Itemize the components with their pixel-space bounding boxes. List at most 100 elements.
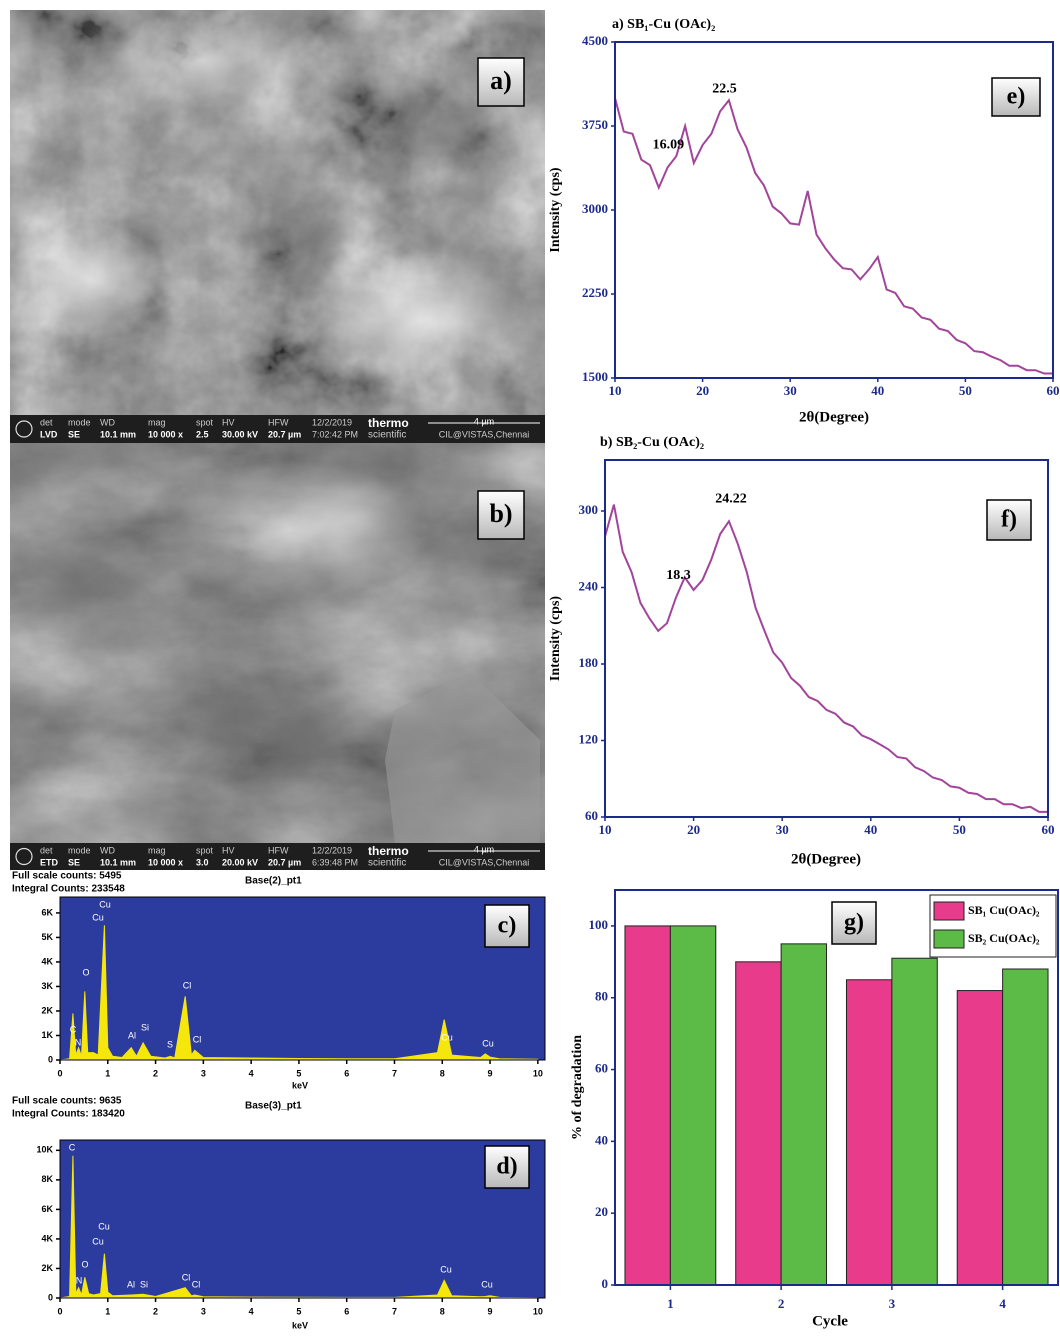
bar (845, 979, 893, 1286)
x-tick-label: 8 (440, 1068, 445, 1078)
y-tick-label: 2K (41, 1263, 53, 1273)
sem-highlight (310, 250, 530, 390)
y-tick-label: 4500 (582, 33, 608, 48)
info-header: HFW (268, 845, 289, 855)
info-header: mag (148, 845, 166, 855)
info-header: det (40, 417, 53, 427)
y-tick-label: 6K (41, 1204, 53, 1214)
peak-label: Cl (192, 1279, 201, 1289)
x-axis-label: keV (292, 1320, 308, 1330)
info-header: WD (100, 845, 115, 855)
info-header: det (40, 845, 53, 855)
x-axis-label: Cycle (812, 1313, 848, 1329)
x-tick-label: 6 (344, 1306, 349, 1316)
x-tick-label: 0 (57, 1306, 62, 1316)
x-tick-label: 5 (296, 1068, 301, 1078)
x-tick-label: 5 (296, 1306, 301, 1316)
panel-label-box (986, 499, 1032, 541)
x-tick-label: 30 (784, 383, 797, 398)
logo (15, 847, 33, 866)
peak-label: N (76, 1275, 83, 1285)
y-tick-label: 240 (579, 578, 599, 593)
x-tick-label: 9 (488, 1306, 493, 1316)
y-tick-label: 0 (48, 1054, 53, 1064)
sem-highlight (10, 220, 170, 340)
panel-label-box (477, 57, 525, 107)
y-tick-label: 4K (41, 1233, 53, 1243)
bar (669, 925, 717, 1286)
xrd-line (604, 504, 1048, 813)
info-bar (10, 415, 545, 443)
peak-annotation: 22.5 (712, 82, 737, 97)
bar (780, 943, 828, 1286)
y-tick-label: 10K (36, 1145, 53, 1155)
xrd-line (614, 97, 1053, 375)
info-header: HV (222, 845, 235, 855)
info-header: mode (68, 417, 91, 427)
y-tick-label: 80 (595, 989, 608, 1004)
x-tick-label: 10 (533, 1068, 543, 1078)
bar (891, 957, 938, 1286)
bar (1002, 968, 1049, 1286)
lab: CIL@VISTAS,Chennai (439, 429, 530, 439)
panel-label: c) (498, 913, 517, 939)
peak-label: Si (141, 1022, 149, 1032)
y-tick-label: 3K (41, 981, 53, 991)
x-tick-label: 3 (889, 1296, 896, 1311)
peak-label: Cu (481, 1279, 493, 1289)
x-tick-label: 1 (667, 1296, 674, 1311)
panel-label: d) (496, 1154, 517, 1180)
legend-label: SB₂ Cu(OAc)₂ (968, 931, 1040, 945)
y-axis-label: Intensity (cps) (548, 167, 563, 253)
peak-label: S (167, 1039, 173, 1049)
panel-label-box (484, 904, 530, 948)
x-tick-label: 1 (105, 1068, 110, 1078)
info-value: 10.1 mm (100, 857, 136, 867)
y-tick-label: 4K (41, 956, 53, 966)
y-tick-label: 6K (41, 907, 53, 917)
info-value: 10.1 mm (100, 429, 136, 439)
chart-title: Base(2)_pt1 (245, 876, 302, 887)
y-tick-label: 60 (585, 808, 598, 823)
x-tick-label: 2 (778, 1296, 785, 1311)
peak-label: Al (127, 1279, 135, 1289)
info-value: 30.00 kV (222, 429, 258, 439)
bar (735, 961, 782, 1286)
info-header: spot (196, 845, 214, 855)
x-tick-label: 2 (153, 1068, 158, 1078)
peak-label: Al (128, 1030, 136, 1040)
y-tick-label: 0 (602, 1276, 609, 1291)
x-tick-label: 7 (392, 1068, 397, 1078)
info-date: 12/2/2019 (312, 417, 352, 427)
x-axis-label: 2θ(Degree) (791, 851, 861, 867)
x-tick-label: 60 (1047, 383, 1060, 398)
peak-label: Si (140, 1279, 148, 1289)
y-axis-label: Intensity (cps) (548, 596, 563, 682)
peak-label: O (82, 967, 89, 977)
peak-annotation: 18.3 (666, 568, 691, 583)
peak-label: C (70, 1024, 77, 1034)
panel-label-box (831, 901, 877, 945)
x-axis-label: keV (292, 1080, 308, 1090)
header: Integral Counts: 233548 (12, 884, 125, 895)
x-tick-label: 9 (488, 1068, 493, 1078)
panel-label-box (477, 490, 525, 540)
peak-label: Cl (183, 980, 192, 990)
panel-label: b) (489, 499, 512, 528)
info-date: 12/2/2019 (312, 845, 352, 855)
info-time: 7:02:42 PM (312, 429, 358, 439)
bar (624, 925, 671, 1286)
y-tick-label: 20 (595, 1204, 608, 1219)
peak-label: C (69, 1142, 76, 1152)
panel-label: e) (1007, 84, 1026, 110)
x-tick-label: 50 (953, 822, 966, 837)
sem-highlight (150, 460, 430, 600)
y-tick-label: 1K (41, 1030, 53, 1040)
info-value: LVD (40, 429, 58, 439)
y-tick-label: 60 (595, 1061, 608, 1076)
brand: thermo (368, 416, 409, 430)
header: Full scale counts: 5495 (12, 871, 122, 882)
y-tick-label: 100 (589, 917, 609, 932)
